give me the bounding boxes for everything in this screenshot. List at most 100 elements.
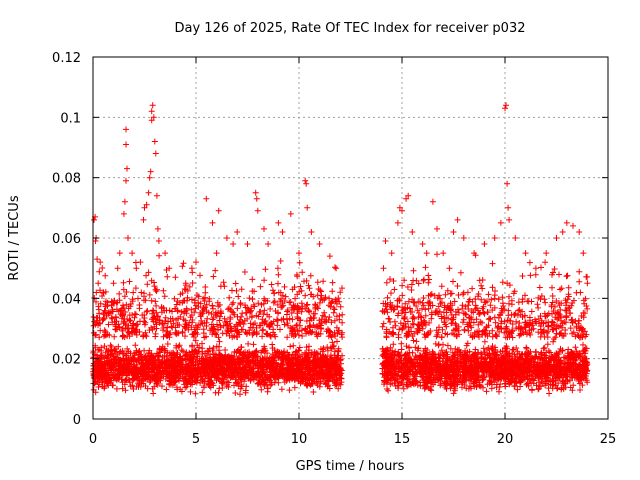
data-point bbox=[180, 348, 186, 355]
data-point bbox=[297, 379, 304, 385]
data-point bbox=[485, 291, 492, 298]
data-point bbox=[576, 268, 583, 275]
data-point bbox=[286, 387, 293, 394]
data-point bbox=[532, 271, 539, 278]
data-point bbox=[103, 298, 109, 305]
data-point bbox=[164, 341, 171, 347]
data-point bbox=[455, 292, 462, 298]
data-point bbox=[234, 305, 241, 312]
data-point bbox=[383, 279, 390, 286]
data-point bbox=[146, 327, 153, 334]
data-point bbox=[288, 310, 295, 316]
data-point bbox=[262, 266, 269, 273]
data-point bbox=[252, 348, 259, 355]
data-point bbox=[379, 323, 386, 330]
data-point bbox=[535, 304, 542, 311]
data-point bbox=[159, 383, 165, 390]
data-point bbox=[244, 305, 251, 312]
data-point bbox=[169, 324, 176, 331]
data-point bbox=[278, 386, 285, 393]
data-point bbox=[492, 332, 499, 339]
data-point bbox=[241, 317, 248, 324]
data-point bbox=[116, 290, 123, 297]
data-point bbox=[506, 293, 512, 300]
data-point bbox=[213, 312, 220, 319]
data-point bbox=[200, 305, 206, 311]
data-point bbox=[544, 334, 551, 341]
data-point bbox=[257, 283, 264, 290]
data-point bbox=[447, 290, 454, 297]
data-point bbox=[261, 377, 268, 384]
data-point bbox=[314, 279, 321, 286]
data-point bbox=[272, 333, 279, 340]
data-point bbox=[274, 316, 280, 323]
data-point bbox=[197, 300, 204, 307]
data-point bbox=[296, 328, 302, 335]
data-point bbox=[319, 312, 326, 319]
data-point bbox=[410, 337, 417, 344]
data-point bbox=[138, 289, 145, 296]
data-point bbox=[152, 298, 159, 305]
data-point bbox=[249, 296, 256, 303]
data-point bbox=[146, 379, 153, 386]
data-point bbox=[132, 285, 139, 292]
data-point bbox=[384, 294, 391, 301]
data-point bbox=[142, 319, 149, 326]
data-point bbox=[465, 302, 472, 309]
data-point bbox=[316, 299, 323, 306]
data-point bbox=[178, 347, 185, 354]
data-point bbox=[183, 307, 190, 314]
data-point bbox=[339, 311, 346, 318]
data-point bbox=[156, 252, 163, 259]
data-point bbox=[141, 347, 148, 354]
data-point bbox=[476, 277, 483, 284]
data-point bbox=[188, 296, 195, 303]
data-point bbox=[339, 285, 345, 292]
data-point bbox=[534, 301, 541, 308]
data-point bbox=[212, 267, 219, 274]
data-point bbox=[444, 342, 451, 349]
data-point bbox=[508, 301, 515, 308]
data-point bbox=[305, 307, 312, 314]
data-point bbox=[195, 322, 202, 329]
data-point bbox=[132, 342, 139, 349]
data-point bbox=[113, 385, 120, 392]
data-point bbox=[326, 295, 333, 302]
data-point bbox=[329, 339, 336, 346]
data-point bbox=[249, 276, 256, 283]
data-point bbox=[567, 325, 574, 332]
data-point bbox=[284, 308, 291, 315]
data-point bbox=[267, 306, 274, 312]
data-point bbox=[391, 286, 398, 293]
data-point bbox=[218, 310, 225, 317]
data-point bbox=[454, 283, 461, 289]
data-point bbox=[217, 283, 224, 290]
data-point bbox=[422, 306, 429, 313]
data-point bbox=[96, 334, 103, 341]
data-point bbox=[133, 331, 140, 338]
data-point bbox=[258, 386, 265, 393]
data-point bbox=[277, 326, 283, 333]
data-point bbox=[144, 281, 151, 288]
data-point bbox=[556, 271, 562, 278]
data-point bbox=[275, 280, 281, 287]
data-point bbox=[320, 345, 327, 352]
data-point bbox=[528, 308, 535, 315]
data-point bbox=[294, 314, 301, 320]
data-point bbox=[119, 385, 126, 392]
data-point bbox=[462, 310, 469, 317]
data-point bbox=[329, 288, 336, 295]
data-point bbox=[216, 385, 223, 392]
data-point bbox=[298, 308, 305, 315]
data-point bbox=[396, 326, 403, 333]
data-point bbox=[339, 319, 346, 326]
data-point bbox=[229, 301, 236, 308]
data-point bbox=[399, 282, 406, 289]
data-point bbox=[238, 286, 245, 293]
data-point bbox=[120, 279, 127, 286]
data-point bbox=[296, 344, 303, 351]
data-point bbox=[326, 385, 333, 392]
data-point bbox=[181, 286, 188, 292]
data-point bbox=[153, 288, 160, 295]
data-point bbox=[130, 289, 137, 296]
